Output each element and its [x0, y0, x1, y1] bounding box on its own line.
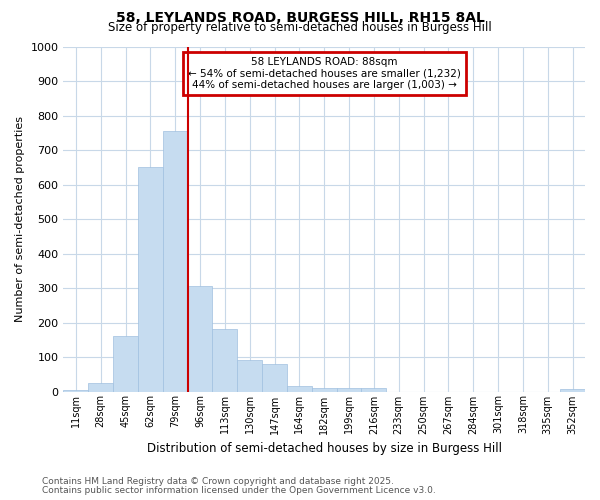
Bar [287, 386, 312, 392]
Text: 58, LEYLANDS ROAD, BURGESS HILL, RH15 8AL: 58, LEYLANDS ROAD, BURGESS HILL, RH15 8A… [116, 11, 484, 25]
Text: Contains public sector information licensed under the Open Government Licence v3: Contains public sector information licen… [42, 486, 436, 495]
Bar [163, 131, 188, 392]
Bar [212, 330, 237, 392]
Text: 58 LEYLANDS ROAD: 88sqm
← 54% of semi-detached houses are smaller (1,232)
44% of: 58 LEYLANDS ROAD: 88sqm ← 54% of semi-de… [188, 57, 461, 90]
Bar [237, 360, 262, 392]
Bar [64, 390, 88, 392]
Bar [113, 336, 138, 392]
Y-axis label: Number of semi-detached properties: Number of semi-detached properties [15, 116, 25, 322]
Text: Size of property relative to semi-detached houses in Burgess Hill: Size of property relative to semi-detach… [108, 22, 492, 35]
Bar [560, 389, 585, 392]
Bar [312, 388, 337, 392]
X-axis label: Distribution of semi-detached houses by size in Burgess Hill: Distribution of semi-detached houses by … [147, 442, 502, 455]
Bar [361, 388, 386, 392]
Bar [138, 168, 163, 392]
Bar [337, 388, 361, 392]
Bar [188, 286, 212, 392]
Text: Contains HM Land Registry data © Crown copyright and database right 2025.: Contains HM Land Registry data © Crown c… [42, 477, 394, 486]
Bar [262, 364, 287, 392]
Bar [88, 383, 113, 392]
